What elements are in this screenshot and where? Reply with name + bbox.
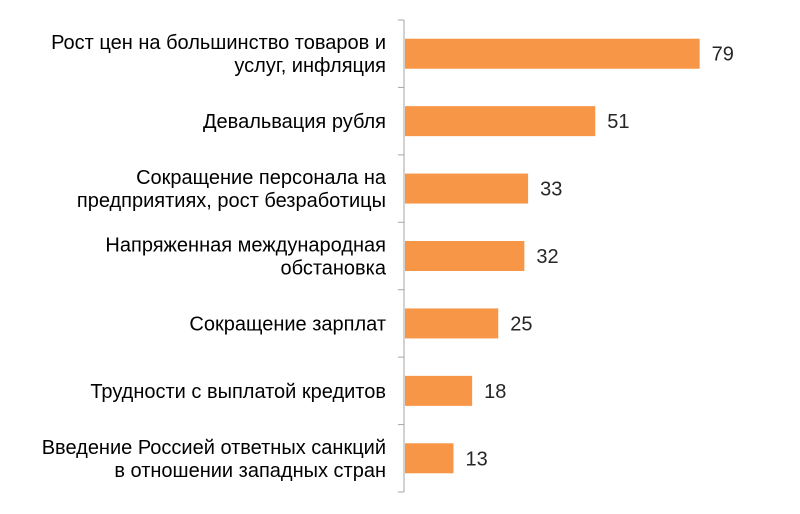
category-label-line: в отношении западных стран: [114, 460, 386, 482]
bar: [405, 241, 525, 271]
category-label-line: обстановка: [280, 258, 386, 280]
category-label-line: Сокращение персонала на: [136, 167, 387, 189]
category-label-line: услуг, инфляция: [234, 55, 386, 77]
category-label-line: Трудности с выплатой кредитов: [90, 381, 386, 403]
bars-group: [405, 38, 700, 474]
bar: [405, 375, 473, 406]
category-label-line: Рост цен на большинство товаров и: [51, 32, 386, 54]
data-label: 25: [510, 313, 532, 335]
category-label: Сокращение зарплат: [189, 313, 386, 335]
data-label: 79: [712, 44, 734, 66]
data-label: 32: [536, 246, 558, 268]
bar: [405, 443, 454, 474]
category-label: Введение Россией ответных санкций в отнош…: [42, 437, 386, 482]
category-label: Напряженная международная обстановка: [105, 235, 386, 280]
category-label: Сокращение персонала на предприятиях, рос…: [77, 167, 387, 212]
category-axis: [398, 19, 405, 493]
bar: [405, 173, 529, 204]
category-label-line: предприятиях, рост безработицы: [77, 190, 386, 212]
category-label-line: Напряженная международная: [105, 235, 386, 257]
category-label-line: Введение Россией ответных санкций: [42, 437, 386, 459]
category-label: Рост цен на большинство товаров и услуг, …: [51, 32, 386, 77]
data-label: 51: [607, 111, 629, 133]
category-label: Трудности с выплатой кредитов: [90, 381, 386, 403]
category-label-line: Сокращение зарплат: [189, 313, 386, 335]
data-label: 18: [484, 381, 506, 403]
data-label: 33: [540, 179, 562, 201]
bar: [405, 308, 499, 339]
bar: [405, 38, 700, 69]
category-labels: Рост цен на большинство товаров и услуг, …: [42, 32, 387, 482]
value-labels: 79 51 33 32 25 18 13: [465, 44, 733, 471]
bar: [405, 106, 596, 137]
category-label: Девальвация рубля: [203, 111, 386, 133]
data-label: 13: [465, 448, 487, 470]
category-label-line: Девальвация рубля: [203, 111, 386, 133]
